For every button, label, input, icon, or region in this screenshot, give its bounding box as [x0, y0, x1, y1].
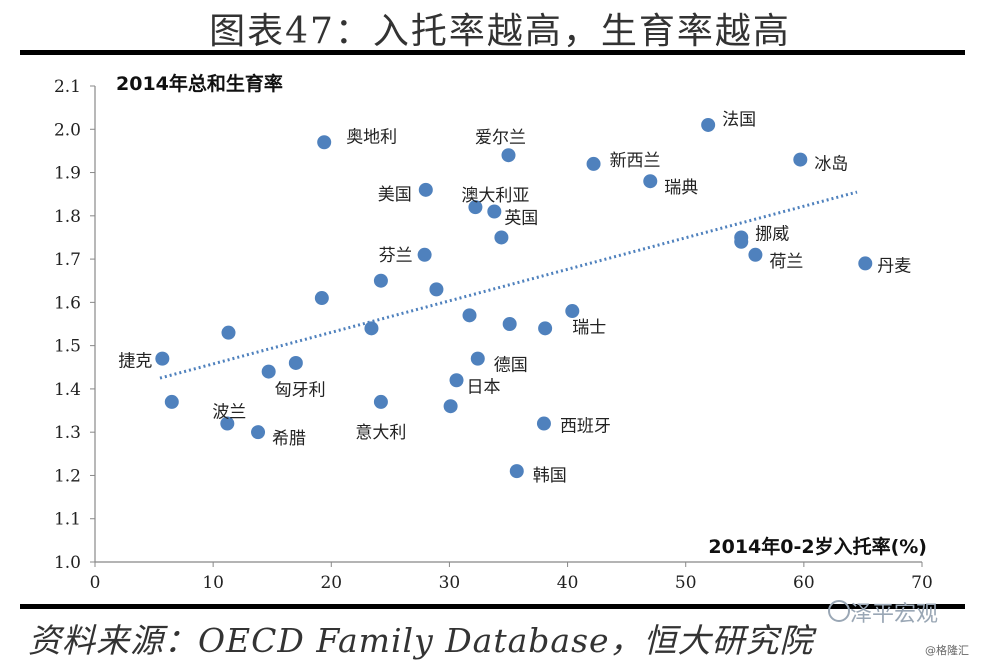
point-label: 挪威	[755, 224, 789, 244]
data-point	[418, 182, 433, 197]
data-point	[373, 394, 388, 409]
x-tick-label: 0	[90, 573, 101, 593]
point-label: 冰岛	[814, 155, 848, 175]
top-rule	[20, 50, 965, 55]
data-point	[373, 273, 388, 288]
y-tick-label: 1.2	[54, 466, 81, 486]
x-tick-label: 40	[557, 573, 579, 593]
y-tick-label: 1.1	[54, 510, 81, 530]
point-label: 波兰	[212, 403, 246, 423]
data-point	[536, 416, 551, 431]
data-point	[565, 304, 580, 319]
data-point	[487, 204, 502, 219]
y-tick-label: 1.5	[54, 337, 81, 357]
data-point	[470, 351, 485, 366]
figure-title: 图表47：入托率越高，生育率越高	[209, 11, 791, 52]
point-label: 新西兰	[610, 151, 661, 171]
data-point	[429, 282, 444, 297]
data-point	[443, 399, 458, 414]
data-point	[538, 321, 553, 336]
watermark-secondary: @格隆汇	[925, 644, 969, 657]
data-point	[261, 364, 276, 379]
point-label: 法国	[722, 110, 756, 130]
data-point	[251, 425, 266, 440]
data-point	[164, 394, 179, 409]
data-point	[449, 373, 464, 388]
linear-trendline	[159, 190, 858, 380]
point-label: 爱尔兰	[475, 128, 526, 148]
x-tick-label: 70	[911, 573, 933, 593]
point-label: 韩国	[533, 466, 567, 486]
point-label: 荷兰	[769, 252, 803, 272]
data-point	[501, 148, 516, 163]
trendline	[159, 190, 858, 380]
data-point	[858, 256, 873, 271]
x-tick-label: 10	[202, 573, 224, 593]
data-point	[317, 135, 332, 150]
point-label: 丹麦	[877, 256, 911, 276]
data-point	[502, 317, 517, 331]
data-point	[288, 355, 303, 370]
x-tick-label: 60	[793, 573, 815, 593]
chart-axes	[94, 86, 922, 563]
y-tick-label: 1.8	[54, 207, 81, 227]
y-tick-labels: 1.0 1.1 1.2 1.3 1.4 1.5 1.6 1.7 1.8 1.9 2.0 2.1	[54, 77, 95, 573]
x-tick-label: 30	[439, 573, 461, 593]
point-label: 瑞典	[664, 178, 698, 198]
data-point	[417, 247, 432, 262]
y-tick-label: 2.1	[54, 77, 81, 97]
point-label: 匈牙利	[275, 381, 326, 401]
point-label: 德国	[494, 356, 528, 376]
scatter-chart: 1.0 1.1 1.2 1.3 1.4 1.5 1.6 1.7 1.8 1.9 2.0 2.1 0 10…	[54, 72, 933, 593]
data-point	[643, 174, 658, 189]
y-tick-label: 1.3	[54, 423, 81, 443]
point-label: 意大利	[355, 423, 406, 443]
data-points	[155, 117, 873, 479]
y-axis-title: 2014年总和生育率	[116, 72, 283, 95]
point-label: 西班牙	[560, 417, 611, 437]
data-point	[701, 117, 716, 132]
data-point	[314, 291, 329, 306]
data-point	[221, 325, 236, 340]
data-point	[509, 464, 524, 479]
x-tick-label: 20	[320, 573, 342, 593]
x-tick-labels: 0 10 20 30 40 50 60 70	[90, 562, 933, 593]
y-tick-label: 1.6	[54, 293, 81, 313]
data-point	[364, 321, 379, 336]
point-label: 美国	[378, 185, 412, 205]
point-label: 芬兰	[379, 246, 413, 266]
source-note: 资料来源：OECD Family Database，恒大研究院	[28, 621, 814, 660]
data-point	[220, 416, 235, 431]
data-point	[748, 247, 763, 262]
data-point	[793, 152, 808, 167]
data-point	[462, 308, 477, 323]
point-label: 日本	[467, 377, 501, 397]
point-label: 澳大利亚	[461, 186, 529, 206]
y-tick-label: 1.7	[54, 250, 81, 270]
data-point	[468, 200, 483, 215]
point-label: 希腊	[272, 429, 306, 449]
data-point	[586, 156, 601, 171]
point-label: 捷克	[118, 352, 152, 372]
data-point	[494, 230, 509, 245]
wechat-icon	[828, 600, 850, 622]
point-label: 奥地利	[346, 127, 397, 147]
y-tick-label: 1.0	[54, 553, 81, 573]
x-axis-title: 2014年0-2岁入托率(%)	[708, 535, 927, 558]
point-label: 英国	[504, 208, 538, 228]
y-tick-label: 2.0	[54, 120, 81, 140]
data-point	[734, 234, 749, 249]
data-point	[155, 351, 170, 366]
y-tick-label: 1.9	[54, 164, 81, 184]
point-label: 瑞士	[572, 318, 606, 338]
watermark-primary: 泽平宏观	[850, 602, 939, 627]
x-tick-label: 50	[675, 573, 697, 593]
bottom-rule	[20, 604, 965, 609]
y-tick-label: 1.4	[54, 380, 81, 400]
